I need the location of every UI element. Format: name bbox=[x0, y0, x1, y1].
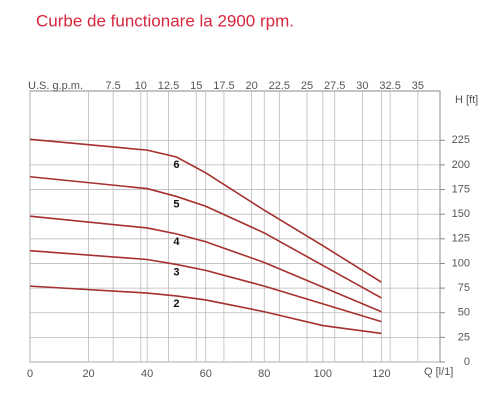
x-tick-label: 120 bbox=[372, 368, 390, 380]
x-tick-label: 100 bbox=[314, 368, 332, 380]
y-tick-label: 0 bbox=[464, 356, 470, 368]
curve-label: 6 bbox=[173, 159, 179, 171]
x-tick-label: 60 bbox=[200, 368, 212, 380]
chart-title: Curbe de functionare la 2900 rpm. bbox=[36, 11, 294, 30]
curve bbox=[29, 215, 382, 313]
y-tick-label: 200 bbox=[452, 159, 470, 171]
x-tick-label: 40 bbox=[141, 368, 153, 380]
curve bbox=[29, 249, 382, 323]
y-tick-label: 75 bbox=[458, 282, 470, 294]
x2-tick-label: 30 bbox=[356, 80, 368, 92]
x-tick-label: 0 bbox=[27, 368, 33, 380]
x2-tick-label: 12.5 bbox=[158, 80, 179, 92]
x2-tick-label: 32.5 bbox=[379, 80, 400, 92]
y-tick-label: 25 bbox=[458, 331, 470, 343]
x-tick-label: 20 bbox=[82, 368, 94, 380]
y-tick-label: 50 bbox=[458, 307, 470, 319]
x-tick-label: 80 bbox=[258, 368, 270, 380]
y-tick-label: 175 bbox=[452, 183, 470, 195]
curve bbox=[29, 285, 382, 335]
y-tick-label: 100 bbox=[452, 257, 470, 269]
x2-tick-label: 22.5 bbox=[269, 80, 290, 92]
x2-tick-label: 27.5 bbox=[324, 80, 345, 92]
curve-label: 4 bbox=[173, 236, 180, 248]
y-tick-label: 150 bbox=[452, 208, 470, 220]
x2-tick-label: 15 bbox=[190, 80, 202, 92]
x2-tick-label: 17.5 bbox=[213, 80, 234, 92]
x2-tick-label: 7.5 bbox=[105, 80, 120, 92]
x-axis-label: Q [l/1] bbox=[424, 366, 453, 378]
x2-tick-label: 35 bbox=[412, 80, 424, 92]
curve-label: 2 bbox=[173, 298, 179, 310]
curve bbox=[29, 175, 382, 299]
curve-label: 5 bbox=[173, 198, 179, 210]
y-tick-label: 125 bbox=[452, 233, 470, 245]
x2-tick-label: 25 bbox=[301, 80, 313, 92]
y-tick-label: 225 bbox=[452, 134, 470, 146]
y-axis-label: H [ft] bbox=[455, 94, 478, 106]
x2-tick-label: 10 bbox=[135, 80, 147, 92]
x2-tick-label: 20 bbox=[245, 80, 257, 92]
curve bbox=[29, 138, 382, 283]
curve-label: 3 bbox=[173, 266, 179, 278]
x2-axis-label: U.S. g.p.m. bbox=[28, 80, 83, 92]
